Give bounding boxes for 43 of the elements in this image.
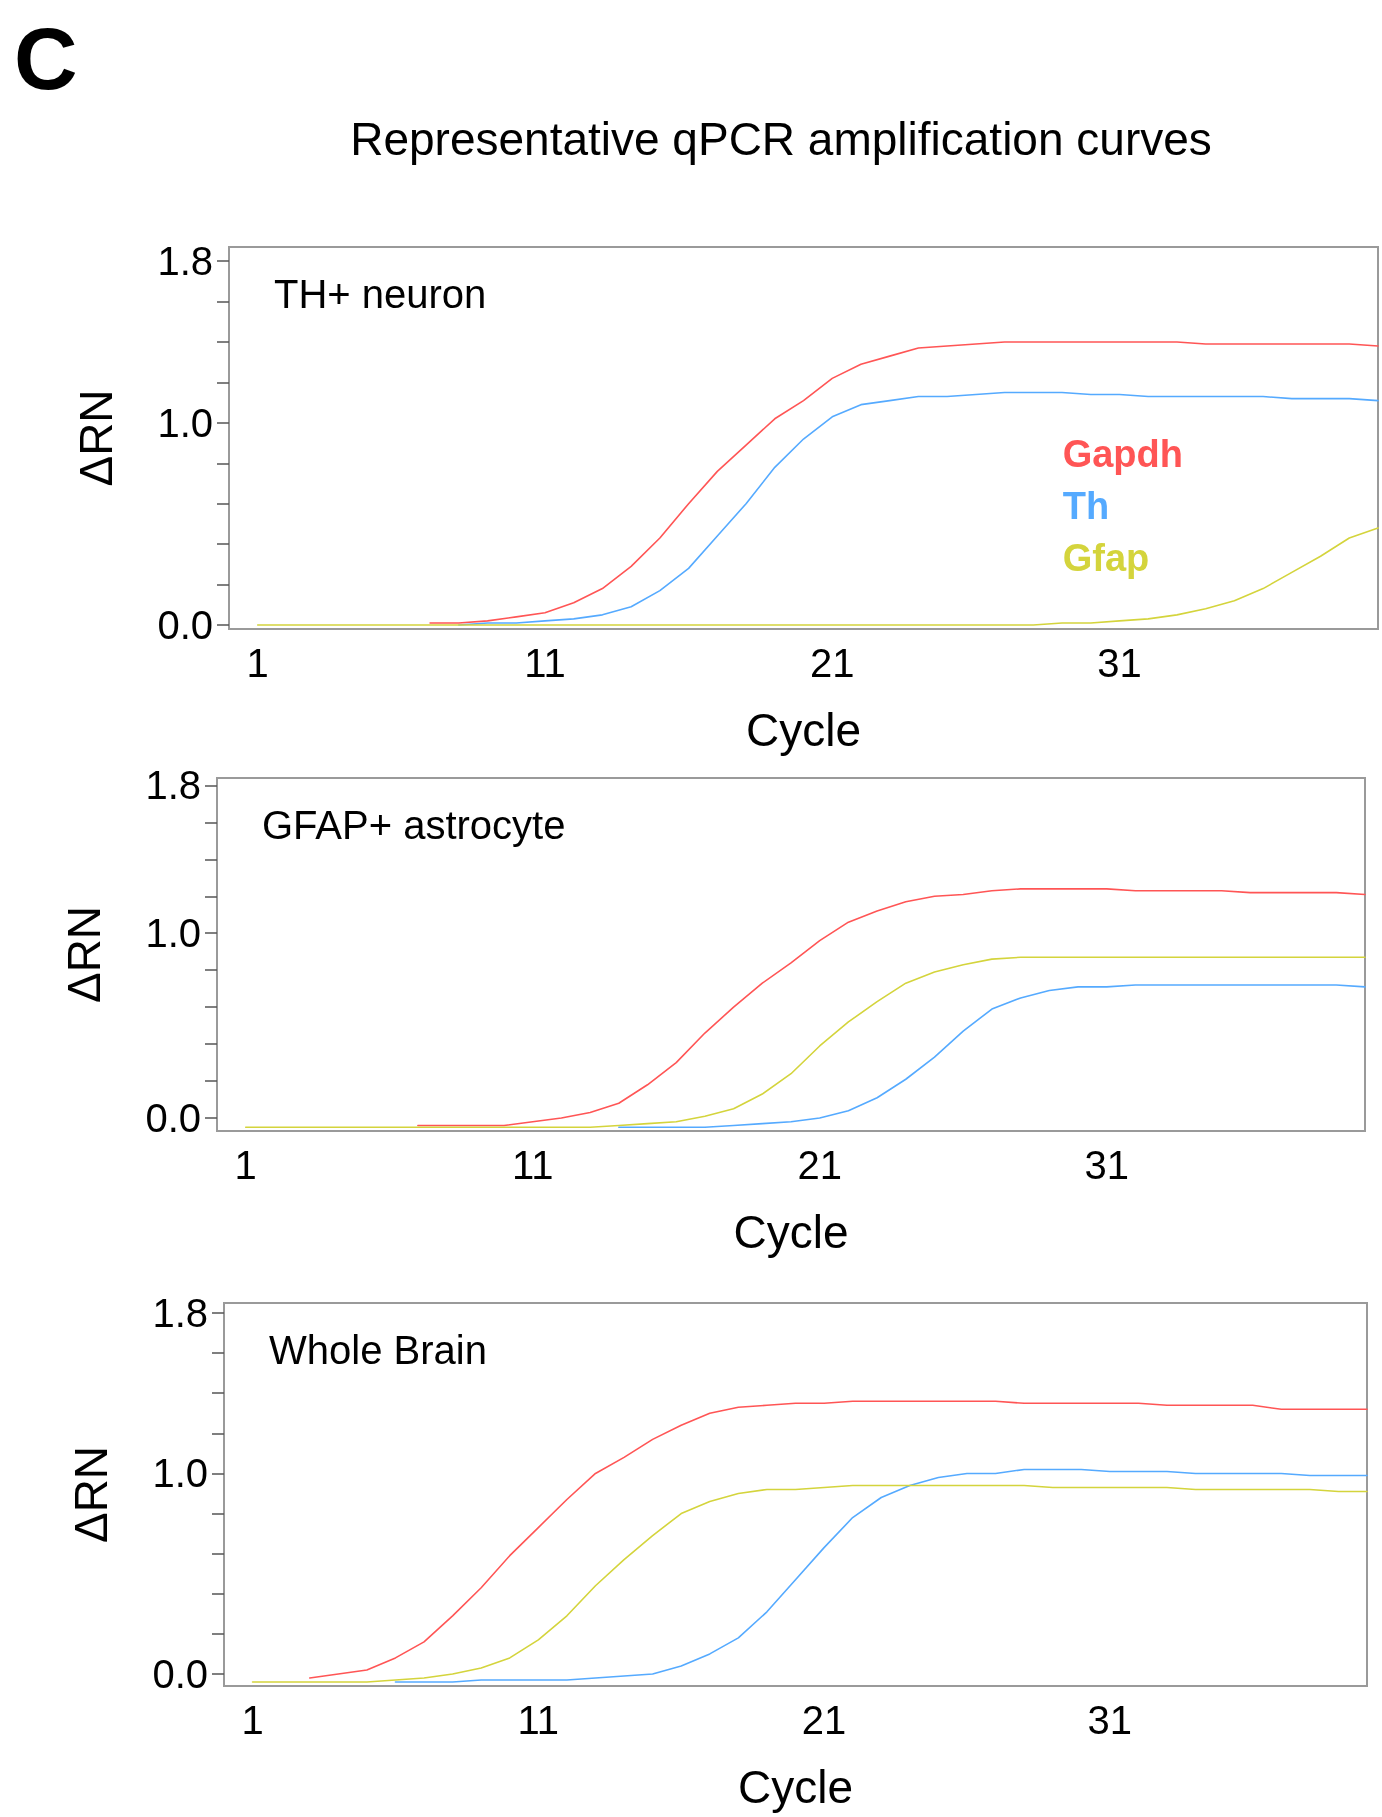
y-tick-label: 1.0 <box>157 400 213 445</box>
text: Whole Brain <box>269 1328 487 1372</box>
x-tick-label: 21 <box>797 1143 842 1187</box>
line-series <box>394 1468 1368 1683</box>
text: Gapdh <box>1062 433 1183 476</box>
text: Representative qPCR amplification curves <box>349 112 1213 166</box>
line-series <box>251 1484 1368 1683</box>
line-series <box>417 888 1366 1127</box>
x-tick-label: 31 <box>1087 1698 1133 1742</box>
text: GFAP+ astrocyte <box>262 803 566 847</box>
line-series <box>308 1400 1368 1679</box>
y-tick-label: 1.0 <box>152 1451 208 1496</box>
y-axis-title: ΔRN <box>58 905 110 1004</box>
x-tick-label: 11 <box>517 1698 560 1742</box>
line-series <box>429 341 1379 624</box>
line-series <box>256 527 1379 626</box>
text: C <box>14 8 78 110</box>
series-label: Gfap <box>1062 537 1150 580</box>
x-tick-label: 11 <box>524 641 566 685</box>
x-tick-label: 21 <box>801 1698 847 1742</box>
y-tick-label: 1.8 <box>157 239 213 284</box>
x-axis-title: Cycle <box>733 1206 849 1258</box>
line-series <box>244 956 1366 1129</box>
x-tick-label: 31 <box>1097 641 1142 685</box>
text: Th <box>1062 485 1110 528</box>
x-tick-label: 1 <box>241 1698 264 1742</box>
line-series <box>618 984 1366 1129</box>
x-tick-label: 31 <box>1084 1143 1129 1187</box>
x-tick-label: 1 <box>246 641 269 685</box>
x-tick-label: 11 <box>511 1143 554 1187</box>
y-tick-label: 1.8 <box>145 763 201 808</box>
y-tick-label: 0.0 <box>152 1651 208 1696</box>
x-axis-title: Cycle <box>737 1761 854 1813</box>
y-tick-label: 0.0 <box>157 602 213 647</box>
y-tick-label: 0.0 <box>145 1096 201 1141</box>
x-tick-label: 1 <box>234 1143 257 1187</box>
y-tick-label: 1.8 <box>152 1291 208 1336</box>
x-tick-label: 21 <box>809 641 855 685</box>
x-axis-title: Cycle <box>745 704 862 756</box>
y-axis-title: ΔRN <box>70 389 122 487</box>
y-tick-label: 1.0 <box>145 911 201 956</box>
y-axis-title: ΔRN <box>65 1445 117 1544</box>
text: TH+ neuron <box>274 272 487 316</box>
